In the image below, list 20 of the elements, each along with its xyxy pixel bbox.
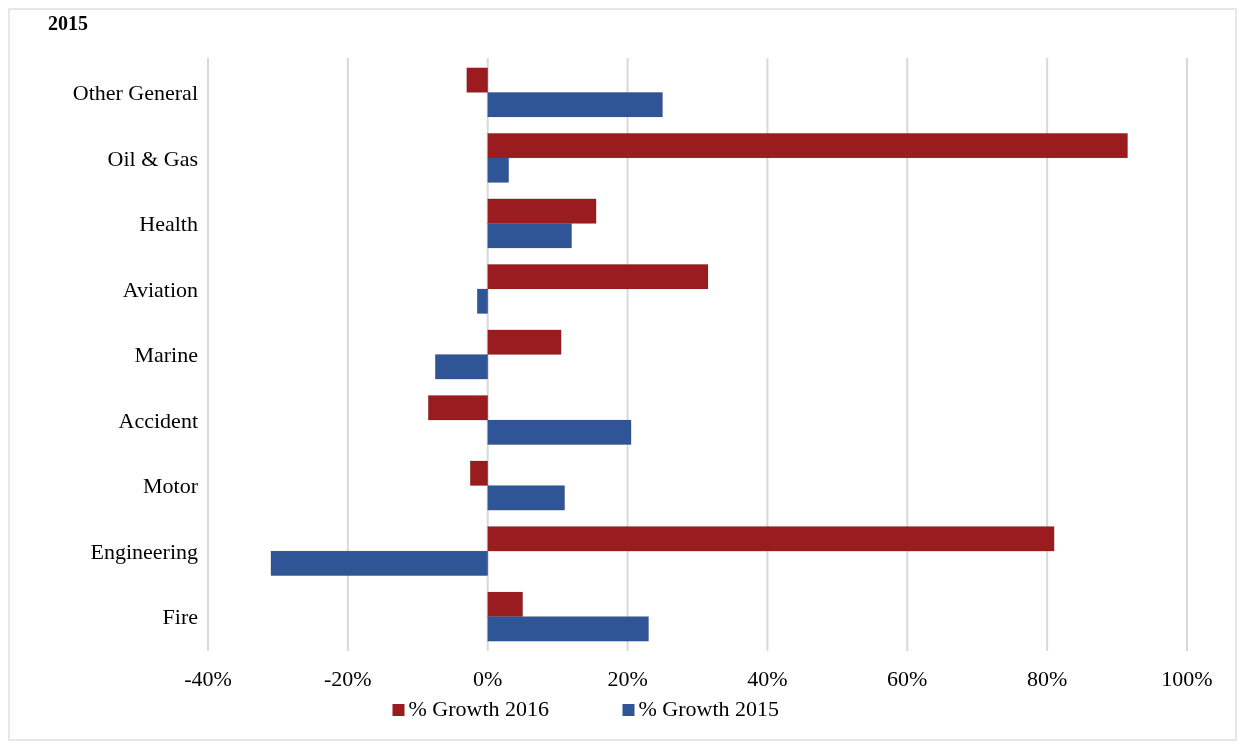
x-tick-label: -20% — [324, 666, 372, 691]
y-tick-label: Marine — [134, 342, 198, 368]
x-tick-label: 40% — [747, 666, 788, 691]
y-tick-label: Aviation — [122, 276, 198, 302]
y-tick-label: Health — [139, 211, 198, 237]
y-tick-label: Oil & Gas — [107, 145, 198, 171]
x-tick-label: 80% — [1026, 666, 1068, 691]
y-tick-label: Engineering — [90, 538, 198, 564]
x-tick-label: -40% — [184, 666, 232, 691]
legend-label: % Growth 2015 — [638, 696, 780, 721]
legend-label: % Growth 2016 — [408, 696, 550, 721]
y-tick-label: Accident — [118, 407, 198, 433]
y-tick-label: Fire — [162, 604, 198, 630]
chart-title: 2015 — [48, 12, 88, 34]
x-tick-label: 20% — [607, 666, 648, 691]
y-tick-label: Motor — [143, 473, 199, 499]
x-tick-label: 0% — [473, 666, 503, 691]
x-tick-label: 60% — [887, 666, 928, 691]
y-tick-label: Other General — [72, 80, 198, 106]
x-tick-label: 100% — [1161, 666, 1213, 691]
